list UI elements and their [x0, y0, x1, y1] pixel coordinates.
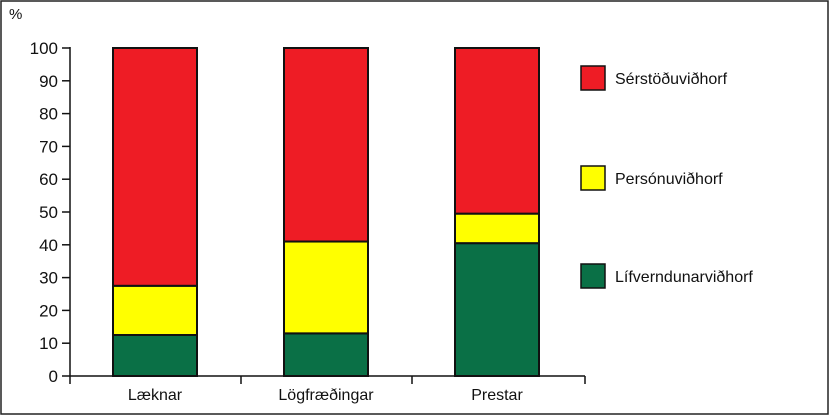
bar-segment: [112, 47, 198, 287]
bar-segment: [112, 284, 198, 336]
bars: [112, 47, 540, 377]
x-category-label: Lögfræðingar: [278, 387, 374, 404]
bar-segment: [283, 332, 369, 377]
y-axis-unit-label: %: [9, 6, 22, 23]
y-tick-label: 80: [39, 105, 58, 124]
y-tick-label: 50: [39, 203, 58, 222]
x-category-label: Læknar: [128, 387, 183, 404]
y-tick-label: 20: [39, 301, 58, 320]
y-tick-label: 30: [39, 269, 58, 288]
y-tick-label: 70: [39, 137, 58, 156]
legend-swatch: [580, 65, 606, 91]
legend-swatch: [580, 263, 606, 289]
y-tick-label: 100: [30, 39, 58, 58]
y-tick-label: 0: [49, 367, 58, 386]
legend-label: Lífverndunarviðhorf: [615, 269, 753, 286]
y-tick-label: 10: [39, 334, 58, 353]
legend-label: Sérstöðuviðhorf: [615, 71, 728, 88]
bar-segment: [454, 47, 540, 215]
y-tick-label: 90: [39, 72, 58, 91]
y-tick-label: 60: [39, 170, 58, 189]
bar-segment: [283, 47, 369, 243]
bar-segment: [283, 240, 369, 335]
bar-segment: [454, 242, 540, 377]
y-tick-label: 40: [39, 236, 58, 255]
x-category-label: Prestar: [471, 387, 523, 404]
bar-segment: [454, 212, 540, 245]
legend-swatch: [580, 165, 606, 191]
legend-label: Persónuviðhorf: [615, 171, 723, 188]
legend: Sérstöðuviðhorf Persónuviðhorf Lífvernduna…: [580, 65, 753, 289]
bar-segment: [112, 334, 198, 377]
